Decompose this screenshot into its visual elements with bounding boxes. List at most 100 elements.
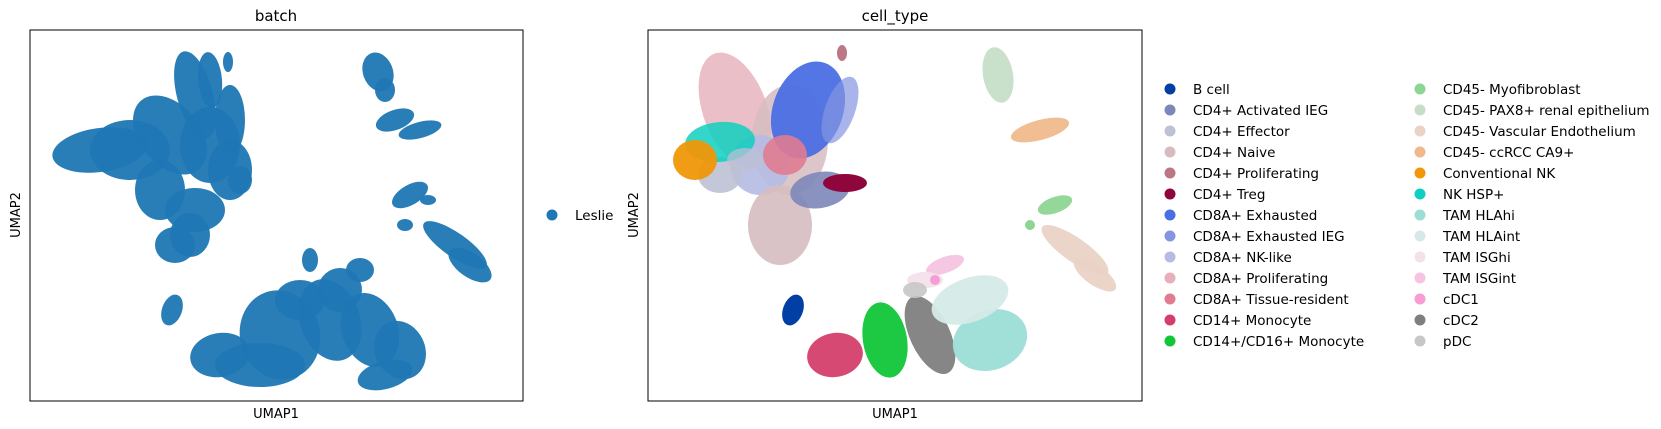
cell-type-legend-item-label: CD14+/CD16+ Monocyte [1193, 334, 1364, 350]
cell-type-legend-item-label: CD45- ccRCC CA9+ [1443, 145, 1574, 161]
cell-type-point-cloud [673, 45, 1117, 378]
cell-type-legend-item-swatch [1164, 335, 1176, 347]
cell-type-legend-item-swatch [1414, 83, 1426, 95]
panel1-ylabel: UMAP2 [9, 192, 24, 238]
batch-cluster-17 [375, 108, 415, 132]
cell-type-legend-item-swatch [1414, 272, 1426, 284]
cell-type-legend-item-label: pDC [1443, 334, 1471, 350]
batch-point-cloud [52, 51, 492, 391]
cell-type-cluster-8 [821, 76, 859, 144]
batch-cluster-20 [420, 195, 436, 205]
cell-type-legend-item-swatch [1164, 104, 1176, 116]
batch-cluster-35 [357, 359, 413, 391]
batch-legend-item-label: Leslie [575, 208, 613, 224]
cell-type-legend-item-label: CD8A+ Proliferating [1193, 271, 1328, 287]
panel1-title: batch [255, 7, 297, 25]
cell-type-cluster-27 [926, 254, 964, 276]
panel2-legend: B cell CD4+ Activated IEG CD4+ Effector CD4… [1164, 82, 1650, 350]
batch-cluster-23 [397, 219, 413, 231]
cell-type-cluster-16 [1010, 117, 1070, 143]
batch-cluster-6 [223, 52, 233, 72]
cell-type-legend-item-swatch [1164, 230, 1176, 242]
cell-type-legend-item-label: TAM HLAint [1442, 229, 1520, 245]
cell-type-legend-item-swatch [1414, 314, 1426, 326]
cell-type-legend-item-label: TAM ISGint [1442, 271, 1516, 287]
batch-cluster-30 [215, 343, 305, 387]
cell-type-legend-item-swatch [1414, 146, 1426, 158]
cell-type-legend-item-label: TAM ISGhi [1442, 250, 1511, 266]
cell-type-legend-item-label: CD8A+ NK-like [1193, 250, 1292, 266]
cell-type-legend-item-swatch [1414, 167, 1426, 179]
batch-panel: batch UMAP1 UMAP2 Leslie [9, 7, 613, 422]
cell-type-legend-item-label: Conventional NK [1443, 166, 1556, 182]
cell-type-legend-item-label: CD4+ Activated IEG [1193, 103, 1328, 119]
cell-type-legend-item-label: CD4+ Proliferating [1193, 166, 1319, 182]
panel2-axes-frame [647, 29, 1143, 402]
cell-type-legend-item-label: CD45- PAX8+ renal epithelium [1443, 103, 1650, 119]
cell-type-cluster-21 [782, 294, 804, 326]
batch-cluster-16 [375, 78, 395, 102]
cell-type-legend-item-label: CD45- Myofibroblast [1443, 82, 1581, 98]
cell-type-legend-item-label: CD4+ Naive [1193, 145, 1275, 161]
panel1-axes-frame [29, 29, 524, 402]
batch-cluster-19 [391, 181, 429, 209]
cell-type-panel: cell_type UMAP1 UMAP2 B cell CD4+ Activat… [627, 7, 1650, 422]
cell-type-legend-item-swatch [1414, 251, 1426, 263]
batch-cluster-24 [161, 294, 183, 326]
cell-type-legend-item-swatch [1164, 293, 1176, 305]
cell-type-legend-item-swatch [1414, 125, 1426, 137]
cell-type-legend-item-label: CD4+ Effector [1193, 124, 1290, 140]
batch-cluster-10 [228, 166, 252, 194]
batch-cluster-8 [215, 85, 245, 155]
cell-type-legend-item-label: B cell [1193, 82, 1230, 98]
cell-type-legend-item-label: CD14+ Monocyte [1193, 313, 1311, 329]
cell-type-cluster-4 [748, 185, 812, 265]
cell-type-legend-item-swatch [1164, 209, 1176, 221]
cell-type-legend-item-label: cDC2 [1443, 313, 1479, 329]
cell-type-legend-item-swatch [1164, 314, 1176, 326]
cell-type-legend-item-swatch [1164, 272, 1176, 284]
cell-type-legend-item-label: CD8A+ Tissue-resident [1193, 292, 1349, 308]
cell-type-cluster-15 [982, 47, 1014, 103]
cell-type-legend-item-swatch [1164, 125, 1176, 137]
batch-legend-item-swatch [546, 209, 558, 221]
cell-type-legend-item-swatch [1414, 335, 1426, 347]
batch-cluster-22 [448, 247, 492, 283]
cell-type-legend-item-label: TAM HLAhi [1442, 208, 1515, 224]
cell-type-legend-item-label: CD8A+ Exhausted [1193, 208, 1317, 224]
panel1-legend: Leslie [546, 208, 613, 224]
cell-type-cluster-30 [903, 282, 927, 298]
cell-type-legend-item-swatch [1164, 83, 1176, 95]
cell-type-cluster-22 [807, 332, 863, 378]
cell-type-legend-item-label: cDC1 [1443, 292, 1479, 308]
cell-type-legend-item-swatch [1164, 167, 1176, 179]
cell-type-cluster-11 [837, 45, 847, 61]
cell-type-cluster-17 [1037, 195, 1073, 215]
cell-type-legend-item-label: CD45- Vascular Endothelium [1443, 124, 1636, 140]
cell-type-cluster-20 [1073, 258, 1117, 292]
batch-cluster-14 [135, 160, 185, 220]
cell-type-legend-item-label: CD4+ Treg [1193, 187, 1265, 203]
cell-type-cluster-29 [930, 275, 940, 285]
batch-cluster-34 [302, 248, 318, 272]
cell-type-legend-item-swatch [1414, 209, 1426, 221]
cell-type-legend-item-swatch [1414, 104, 1426, 116]
cell-type-cluster-18 [1025, 220, 1035, 230]
panel2-xlabel: UMAP1 [872, 407, 918, 422]
cell-type-legend-item-swatch [1414, 188, 1426, 200]
cell-type-cluster-13 [673, 140, 717, 180]
cell-type-cluster-10 [823, 174, 867, 192]
cell-type-legend-item-label: NK HSP+ [1443, 187, 1504, 203]
batch-cluster-33 [275, 280, 325, 320]
batch-cluster-18 [398, 120, 442, 140]
cell-type-legend-item-swatch [1164, 188, 1176, 200]
cell-type-legend-item-swatch [1414, 293, 1426, 305]
cell-type-cluster-26 [931, 275, 1009, 325]
panel2-ylabel: UMAP2 [627, 192, 642, 238]
cell-type-cluster-25 [952, 308, 1028, 372]
cell-type-legend-item-swatch [1164, 251, 1176, 263]
cell-type-legend-item-swatch [1164, 146, 1176, 158]
batch-cluster-32 [346, 258, 374, 282]
cell-type-cluster-9 [763, 135, 807, 175]
